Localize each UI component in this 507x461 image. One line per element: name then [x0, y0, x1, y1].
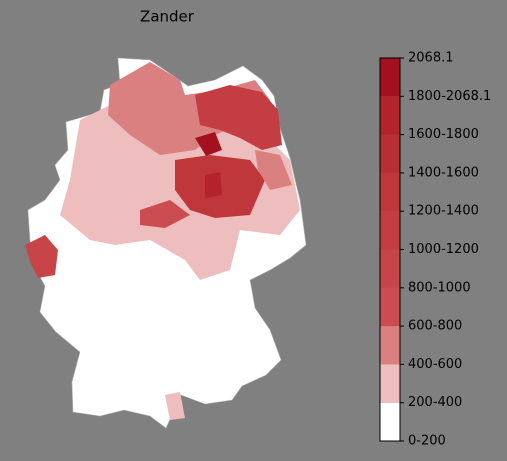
colorbar-label: 1600-1800 [408, 127, 479, 142]
region-dark-northeast [195, 85, 282, 150]
region-darker [205, 172, 222, 198]
region-east-light [255, 150, 292, 190]
colorbar-segment [380, 58, 400, 97]
region-darkest [195, 132, 222, 156]
colorbar: 0-200 200-400 400-600 600-800 800-1000 1000-1… [379, 51, 491, 449]
colorbar-label: 1800-2068.1 [408, 89, 491, 104]
colorbar-segment [380, 172, 400, 212]
map-title: Zander [140, 8, 195, 26]
region-medium [108, 62, 270, 155]
colorbar-segment [380, 364, 400, 403]
germany-map [25, 57, 307, 429]
colorbar-label: 200-400 [408, 395, 462, 410]
colorbar-label: 1400-1600 [408, 165, 479, 180]
colorbar-label: 1000-1200 [408, 242, 479, 257]
region-south-light [165, 392, 185, 420]
region-west [25, 235, 58, 278]
colorbar-label: 1200-1400 [408, 204, 479, 219]
colorbar-label: 400-600 [408, 357, 462, 372]
colorbar-label: 800-1000 [408, 280, 471, 295]
colorbar-segment [380, 249, 400, 288]
colorbar-segment [380, 96, 400, 135]
colorbar-label: 2068.1 [408, 51, 454, 66]
colorbar-label: 0-200 [408, 434, 446, 449]
colorbar-segment [380, 211, 400, 250]
colorbar-segment [380, 134, 400, 173]
colorbar-segment [380, 287, 400, 327]
region-medium-center [140, 200, 190, 228]
colorbar-segment [380, 402, 400, 441]
colorbar-label: 600-800 [408, 319, 462, 334]
colorbar-segment [380, 326, 400, 365]
